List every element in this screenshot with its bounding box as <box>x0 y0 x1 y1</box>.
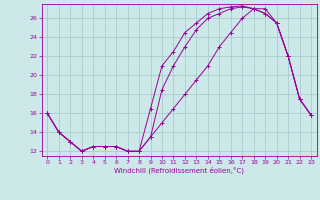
X-axis label: Windchill (Refroidissement éolien,°C): Windchill (Refroidissement éolien,°C) <box>114 167 244 174</box>
